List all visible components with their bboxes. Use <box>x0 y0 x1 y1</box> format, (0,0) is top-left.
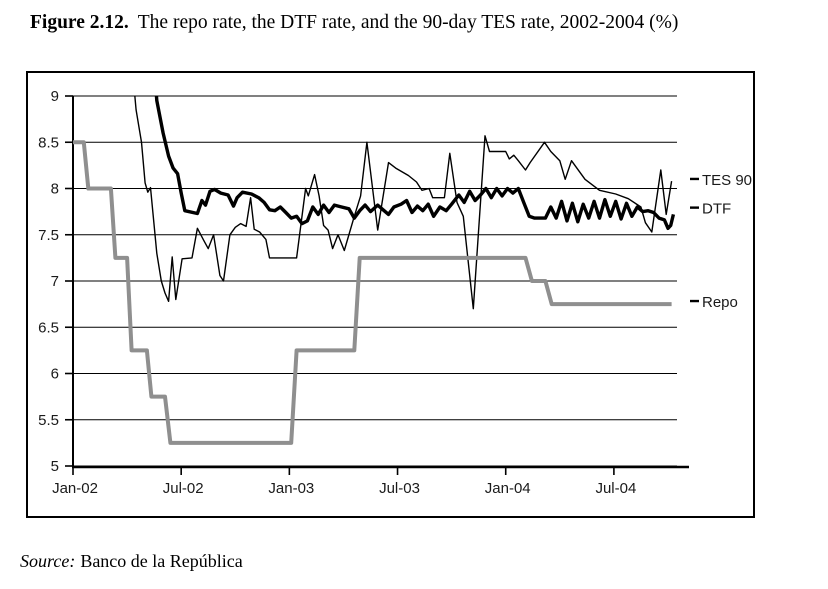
y-tick-label-8: 8 <box>51 181 59 198</box>
source-text: Banco de la República <box>80 551 243 571</box>
y-tick-label-7: 7 <box>51 273 59 290</box>
figure-title: Figure 2.12. The repo rate, the DTF rate,… <box>30 12 678 34</box>
legend-label-tes90: TES 90 <box>702 172 752 189</box>
legend-label-dtf: DTF <box>702 201 731 218</box>
series-tes90 <box>134 96 673 310</box>
x-tick-label-Jul-03: Jul-03 <box>379 480 420 497</box>
source-label: Source: <box>20 551 76 571</box>
y-tick-label-5.5: 5.5 <box>38 412 59 429</box>
x-tick-label-Jan-02: Jan-02 <box>52 480 98 497</box>
x-tick-label-Jan-04: Jan-04 <box>485 480 531 497</box>
y-tick-label-6: 6 <box>51 366 59 383</box>
x-tick-label-Jan-03: Jan-03 <box>268 480 314 497</box>
series-group <box>73 96 676 445</box>
y-tick-label-6.5: 6.5 <box>38 319 59 336</box>
chart-frame: 9 8.5 8 7.5 7 6.5 6 5.5 5 Jan-02 Jul-02 Jan-03 Jul-0… <box>26 71 755 518</box>
figure-caption: The repo rate, the DTF rate, and the 90-… <box>137 12 679 33</box>
y-tick-label-9: 9 <box>51 88 59 105</box>
series-dtf <box>154 96 676 231</box>
series-repo <box>73 140 672 445</box>
line-chart: 9 8.5 8 7.5 7 6.5 6 5.5 5 Jan-02 Jul-02 Jan-03 Jul-0… <box>38 88 752 497</box>
y-tick-label-5: 5 <box>51 458 59 475</box>
y-tick-label-7.5: 7.5 <box>38 227 59 244</box>
figure-number: Figure 2.12. <box>30 12 129 33</box>
legend-label-repo: Repo <box>702 294 738 311</box>
x-tick-label-Jul-02: Jul-02 <box>163 480 204 497</box>
y-tick-label-8.5: 8.5 <box>38 134 59 151</box>
x-tick-label-Jul-04: Jul-04 <box>595 480 636 497</box>
source-line: Source: Banco de la República <box>20 551 243 572</box>
